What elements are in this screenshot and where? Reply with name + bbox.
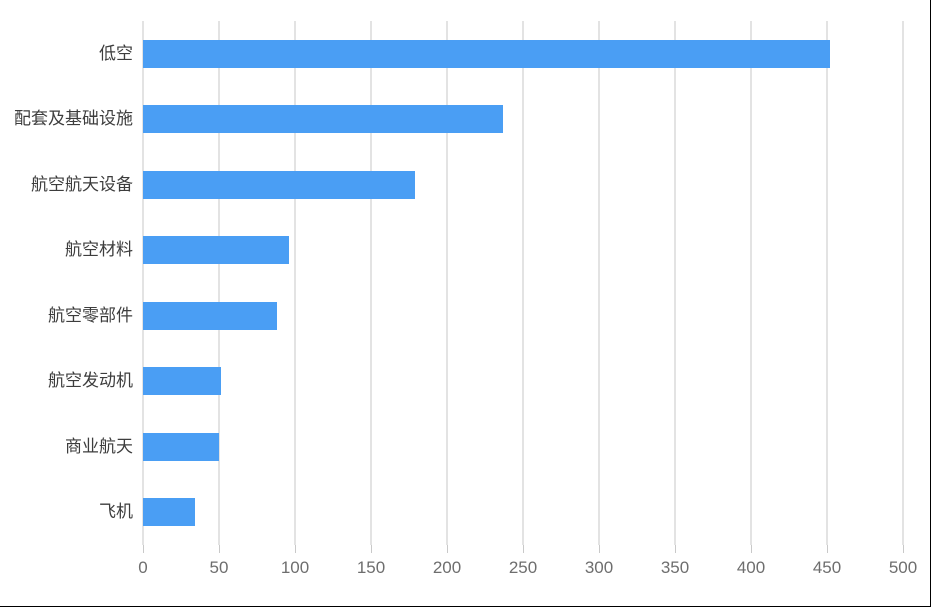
tick-label-50: 50	[209, 558, 229, 577]
category-label-航空航天设备: 航空航天设备	[31, 174, 133, 194]
tick-label-350: 350	[660, 558, 690, 577]
gridline-250	[522, 21, 524, 545]
gridline-150	[370, 21, 372, 545]
tick-mark-400	[751, 545, 752, 553]
category-label-飞机: 飞机	[99, 502, 133, 522]
tick-mark-50	[219, 545, 220, 553]
category-label-商业航天: 商业航天	[65, 436, 133, 456]
bar-配套及基础设施[interactable]	[143, 105, 504, 134]
category-label-航空发动机: 航空发动机	[48, 371, 133, 391]
tick-label-200: 200	[432, 558, 462, 577]
plot-area	[142, 21, 904, 545]
gridline-200	[446, 21, 448, 545]
category-label-航空材料: 航空材料	[65, 240, 133, 260]
bar-商业航天[interactable]	[143, 432, 219, 461]
category-label-航空零部件: 航空零部件	[48, 305, 133, 325]
tick-label-100: 100	[280, 558, 310, 577]
bar-飞机[interactable]	[143, 498, 195, 527]
category-label-配套及基础设施: 配套及基础设施	[14, 109, 133, 129]
bar-航空发动机[interactable]	[143, 367, 221, 396]
tick-mark-100	[295, 545, 296, 553]
gridline-400	[750, 21, 752, 545]
tick-label-400: 400	[736, 558, 766, 577]
tick-label-500: 500	[888, 558, 918, 577]
gridline-0	[142, 21, 144, 545]
tick-label-450: 450	[812, 558, 842, 577]
tick-mark-250	[523, 545, 524, 553]
gridline-500	[902, 21, 904, 545]
category-label-低空: 低空	[99, 43, 133, 63]
bar-低空[interactable]	[143, 39, 831, 68]
tick-label-300: 300	[584, 558, 614, 577]
tick-mark-350	[675, 545, 676, 553]
bar-航空材料[interactable]	[143, 236, 289, 265]
tick-mark-450	[827, 545, 828, 553]
tick-mark-200	[447, 545, 448, 553]
tick-label-0: 0	[138, 558, 148, 577]
tick-label-250: 250	[508, 558, 538, 577]
gridline-450	[826, 21, 828, 545]
tick-label-150: 150	[356, 558, 386, 577]
gridline-100	[294, 21, 296, 545]
gridline-350	[674, 21, 676, 545]
gridline-50	[218, 21, 220, 545]
tick-mark-150	[371, 545, 372, 553]
bar-航空航天设备[interactable]	[143, 170, 416, 199]
tick-mark-0	[143, 545, 144, 553]
tick-mark-300	[599, 545, 600, 553]
tick-mark-500	[903, 545, 904, 553]
gridline-300	[598, 21, 600, 545]
bar-航空零部件[interactable]	[143, 301, 277, 330]
